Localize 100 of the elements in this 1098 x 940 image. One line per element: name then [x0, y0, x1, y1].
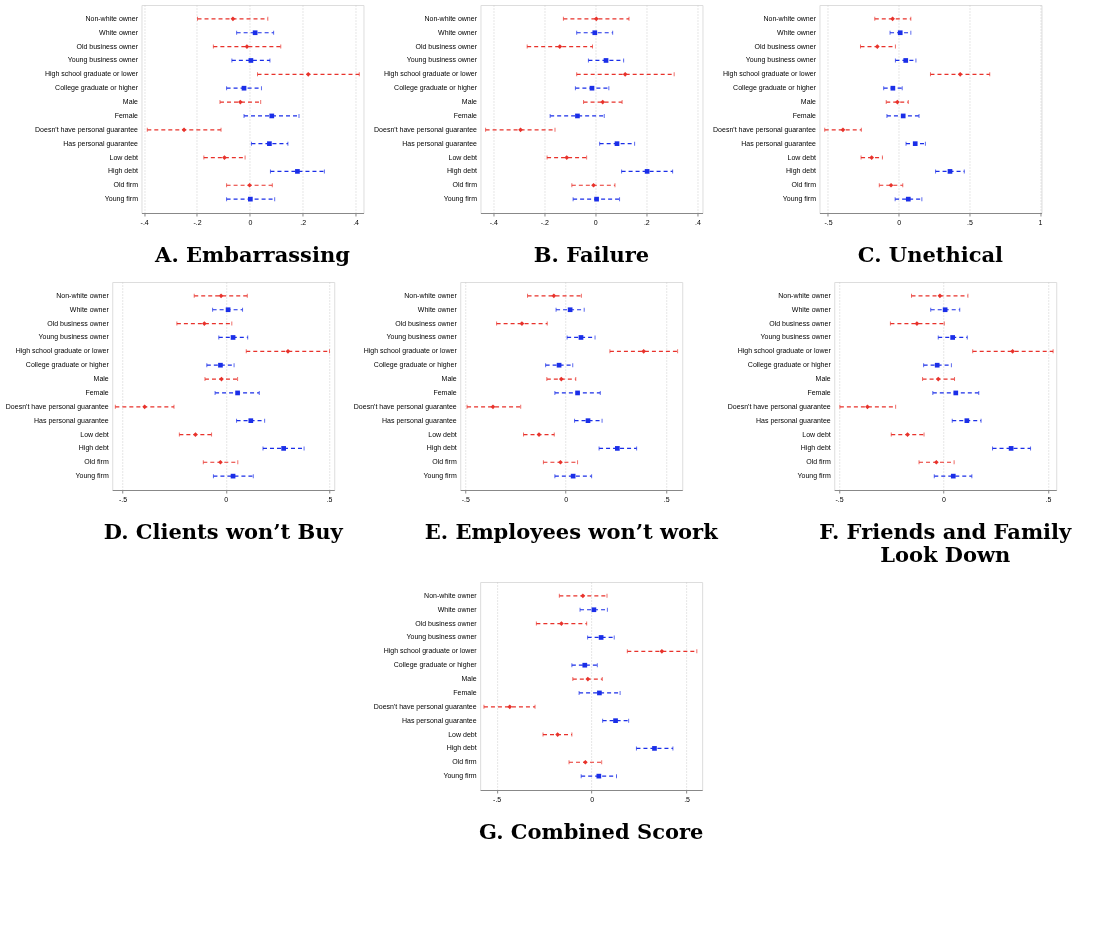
point: [222, 155, 227, 160]
point: [558, 459, 563, 465]
point: [225, 307, 231, 313]
point: [600, 99, 606, 105]
point: [593, 16, 599, 22]
point: [591, 182, 596, 188]
point: [598, 635, 604, 640]
point: [575, 113, 580, 119]
point: [905, 196, 911, 202]
point: [594, 196, 599, 202]
point: [281, 446, 286, 451]
point: [193, 432, 198, 437]
point: [895, 99, 900, 105]
point: [582, 662, 588, 668]
text: E. Employees won’t work: [424, 519, 719, 544]
point: [950, 335, 955, 340]
point: [237, 99, 243, 105]
point: [575, 390, 580, 396]
point: [252, 30, 258, 36]
point: [230, 16, 236, 22]
text: F. Friends and Family Look Down: [819, 519, 1073, 567]
point: [244, 44, 250, 49]
point: [559, 621, 564, 626]
point: [578, 335, 584, 340]
point: [564, 155, 570, 160]
point: [869, 155, 875, 160]
point: [241, 85, 247, 91]
point: [295, 169, 300, 174]
point: [934, 459, 939, 465]
point: [964, 418, 970, 424]
point: [865, 404, 870, 410]
point: [585, 418, 591, 424]
text: A. Embarrassing: [154, 242, 351, 267]
point: [201, 321, 207, 326]
point: [900, 113, 906, 119]
point: [614, 141, 620, 147]
text: C. Unethical: [857, 242, 1004, 267]
point: [912, 141, 918, 147]
point: [285, 348, 291, 354]
text: B. Failure: [533, 242, 650, 267]
point: [269, 113, 275, 119]
point: [247, 182, 252, 188]
point: [218, 459, 223, 465]
point: [950, 473, 956, 479]
point: [556, 362, 562, 368]
point: [507, 704, 513, 710]
point: [583, 759, 588, 765]
point: [248, 58, 254, 63]
point: [597, 690, 602, 696]
point: [613, 718, 618, 724]
point: [557, 44, 563, 49]
point: [551, 293, 557, 299]
point: [181, 127, 187, 133]
point: [518, 127, 523, 133]
point: [248, 196, 253, 202]
point: [947, 169, 953, 174]
point: [905, 432, 910, 437]
point: [585, 676, 591, 682]
point: [874, 44, 880, 49]
point: [1010, 348, 1015, 354]
point: [641, 348, 647, 354]
point: [267, 141, 272, 147]
point: [890, 16, 895, 22]
point: [937, 293, 943, 299]
point: [897, 30, 903, 36]
point: [903, 58, 909, 63]
point: [589, 85, 595, 91]
point: [957, 71, 963, 77]
point: [218, 362, 223, 368]
point: [218, 293, 224, 299]
point: [840, 127, 846, 133]
text: G. Combined Score: [478, 819, 704, 844]
point: [230, 335, 236, 340]
point: [890, 85, 896, 91]
point: [555, 732, 560, 737]
point: [142, 404, 147, 410]
point: [580, 593, 586, 599]
point: [888, 182, 894, 188]
point: [622, 71, 628, 77]
point: [659, 648, 665, 654]
point: [567, 307, 573, 313]
point: [305, 71, 311, 77]
point: [591, 607, 597, 613]
point: [1008, 446, 1014, 451]
point: [953, 390, 959, 396]
point: [248, 418, 254, 424]
point: [558, 376, 564, 382]
point: [934, 362, 940, 368]
point: [490, 404, 496, 410]
point: [652, 746, 657, 751]
point: [644, 169, 650, 174]
point: [615, 446, 620, 451]
point: [603, 58, 609, 63]
point: [235, 390, 240, 396]
point: [935, 376, 941, 382]
point: [519, 321, 525, 326]
text: D. Clients won’t Buy: [103, 519, 344, 544]
point: [914, 321, 920, 326]
point: [942, 307, 948, 313]
point: [596, 773, 602, 779]
